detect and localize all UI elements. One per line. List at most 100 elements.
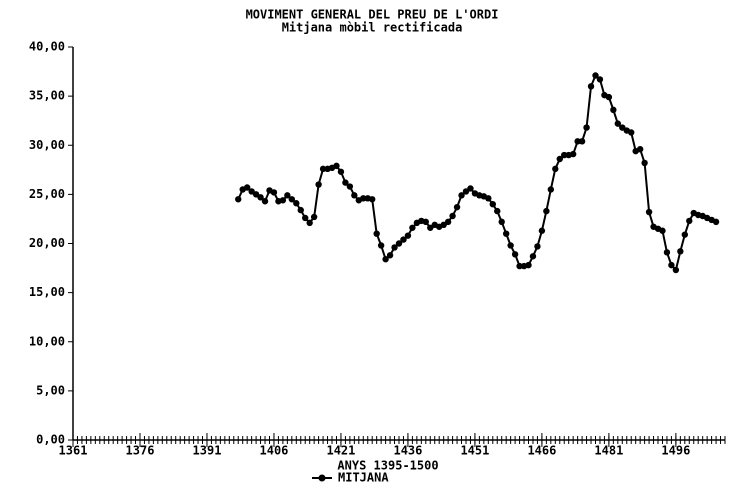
legend: MITJANA [312, 471, 389, 485]
data-point [284, 192, 291, 199]
y-tick-label: 10,00 [29, 334, 65, 348]
data-point [543, 207, 550, 215]
data-point [369, 196, 376, 203]
data-point [346, 183, 354, 190]
data-point [641, 159, 648, 167]
data-point [587, 83, 595, 90]
data-point [310, 213, 318, 221]
data-point [525, 261, 532, 269]
y-tick-label: 15,00 [29, 285, 65, 299]
data-point [511, 251, 519, 258]
x-tick-label: 1466 [527, 444, 556, 458]
data-point [529, 253, 537, 260]
x-tick-label: 1496 [661, 444, 690, 458]
y-tick-label: 0,00 [36, 433, 65, 447]
data-point [561, 151, 568, 159]
x-tick-label: 1376 [126, 444, 155, 458]
data-point [534, 243, 541, 250]
data-point [453, 203, 461, 211]
data-point [391, 244, 398, 251]
data-point [302, 214, 309, 222]
legend-marker [318, 474, 326, 482]
x-tick-label: 1391 [193, 444, 222, 458]
data-point [306, 219, 313, 227]
data-point [360, 195, 367, 202]
data-point [319, 165, 327, 173]
chart-subtitle: Mitjana mòbil rectificada [282, 21, 463, 35]
x-tick-label: 1361 [59, 444, 88, 458]
data-point [507, 242, 514, 249]
chart-title: MOVIMENT GENERAL DEL PREU DE L'ORDI [246, 8, 499, 22]
data-point [243, 184, 251, 191]
data-point [261, 198, 269, 205]
data-point [592, 72, 599, 79]
x-tick-label: 1421 [326, 444, 355, 458]
legend-label: MITJANA [338, 471, 389, 485]
data-point [351, 192, 358, 199]
data-point [257, 194, 264, 201]
data-point [574, 138, 581, 145]
data-point [502, 230, 510, 237]
data-point [614, 120, 622, 127]
data-point [686, 217, 693, 225]
data-point [610, 106, 617, 114]
data-point [270, 189, 278, 196]
data-point [288, 196, 296, 203]
data-point [382, 256, 389, 263]
data-point [516, 262, 523, 270]
data-point [422, 218, 429, 226]
data-point [458, 192, 465, 199]
data-point [279, 197, 287, 204]
data-point [712, 218, 720, 226]
data-point [489, 201, 496, 208]
x-axis-label: ANYS 1395-1500 [337, 459, 438, 473]
x-tick-label: 1451 [460, 444, 489, 458]
y-tick-label: 40,00 [29, 40, 65, 54]
data-point [404, 232, 412, 239]
data-point [386, 252, 394, 259]
data-point [663, 249, 671, 256]
data-point [395, 240, 403, 247]
data-point [297, 206, 304, 214]
data-point [449, 212, 456, 220]
x-tick-label: 1481 [594, 444, 623, 458]
data-point [498, 218, 505, 226]
y-tick-label: 35,00 [29, 89, 65, 103]
x-tick-label: 1436 [393, 444, 422, 458]
y-tick-label: 5,00 [36, 383, 65, 397]
data-point [377, 242, 385, 249]
data-point [315, 181, 322, 188]
data-point [636, 145, 644, 153]
y-tick-label: 25,00 [29, 187, 65, 201]
data-point [569, 150, 577, 158]
data-point [342, 179, 349, 186]
data-point [400, 236, 407, 243]
data-point [672, 266, 680, 274]
data-point [677, 248, 684, 255]
data-point [444, 218, 452, 226]
data-point [293, 200, 300, 207]
data-point [494, 207, 501, 215]
data-point [596, 76, 604, 83]
data-point [235, 196, 242, 203]
data-point [552, 165, 559, 173]
data-point [628, 129, 635, 136]
data-point [681, 231, 689, 238]
x-tick-label: 1406 [260, 444, 289, 458]
data-point [538, 227, 546, 234]
data-point [556, 155, 563, 163]
data-point [485, 195, 492, 202]
y-tick-label: 20,00 [29, 236, 65, 250]
data-point [373, 230, 380, 237]
data-point [337, 168, 345, 175]
data-point [645, 208, 653, 216]
y-tick-label: 30,00 [29, 138, 65, 152]
data-point [409, 224, 416, 231]
data-point [578, 138, 586, 145]
data-point [583, 124, 590, 131]
data-point [467, 185, 474, 192]
data-point [659, 227, 666, 234]
data-point [668, 261, 675, 269]
data-point [333, 162, 340, 170]
